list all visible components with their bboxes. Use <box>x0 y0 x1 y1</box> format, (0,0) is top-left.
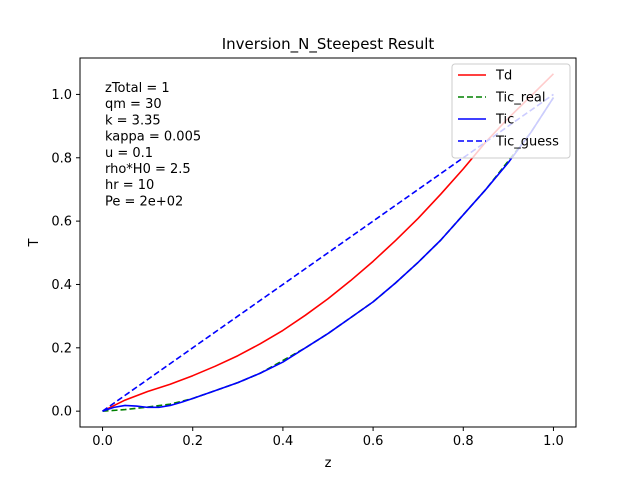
axes-frame <box>79 57 577 428</box>
annotation-line: rho*H0 = 2.5 <box>105 162 191 177</box>
y-tick-label: 0.0 <box>51 405 72 420</box>
annotation-line: u = 0.1 <box>105 146 153 161</box>
y-axis-title: T <box>27 238 42 247</box>
axes-layer: 0.0 0.2 0.4 0.6 0.8 1.0 0.0 0.2 0.4 0.6 0.8 1.0 <box>51 57 577 449</box>
annotation-line: hr = 10 <box>105 178 154 193</box>
parameter-annotation: zTotal = 1qm = 30k = 3.35 kappa = 0.005u … <box>105 81 201 209</box>
legend-frame <box>451 63 571 159</box>
chart-title: Inversion_N_Steepest Result <box>222 35 435 54</box>
annotation-line: Pe = 2e+02 <box>105 194 183 209</box>
x-tick-label: 0.0 <box>92 434 113 449</box>
annotation-line: zTotal = 1 <box>105 81 170 96</box>
x-tick-label: 0.8 <box>453 434 474 449</box>
legend-label: Tic_real <box>495 91 545 106</box>
annotation-line: qm = 30 <box>105 97 162 112</box>
annotation-line: k = 3.35 <box>105 113 161 128</box>
x-tick-label: 1.0 <box>543 434 564 449</box>
y-tick-label: 0.8 <box>51 151 72 166</box>
y-tick-label: 1.0 <box>51 88 72 103</box>
legend-label: Tic <box>495 113 514 128</box>
x-tick-label: 0.2 <box>182 434 203 449</box>
annotation-line: kappa = 0.005 <box>105 130 201 145</box>
x-axis-title: z <box>325 456 332 471</box>
y-tick-label: 0.6 <box>51 215 72 230</box>
legend: Td Tic_real Tic Tic_guess <box>451 63 571 159</box>
y-tick-label: 0.4 <box>51 278 72 293</box>
y-tick-label: 0.2 <box>51 341 72 356</box>
x-tick-label: 0.6 <box>363 434 384 449</box>
legend-label: Tic_guess <box>495 135 559 150</box>
series-line-tic <box>102 97 555 412</box>
x-tick-label: 0.4 <box>273 434 294 449</box>
legend-label: Td <box>495 69 512 84</box>
